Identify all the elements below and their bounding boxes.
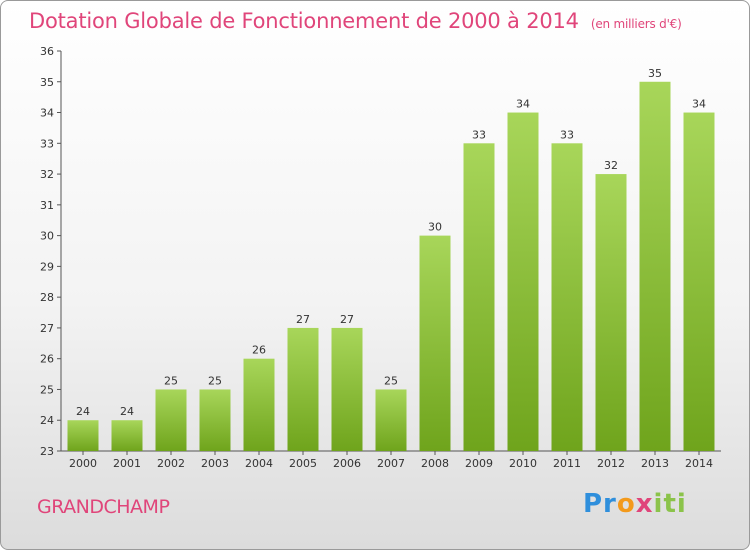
location-name: GRANDCHAMP [37,496,170,518]
x-tick-label-2007: 2007 [377,457,405,470]
data-label-2007: 25 [384,374,398,387]
y-tick-label: 31 [40,199,54,212]
data-label-2009: 33 [472,128,486,141]
data-label-2004: 26 [252,344,266,357]
x-tick-label-2006: 2006 [333,457,361,470]
chart-title-text: Dotation Globale de Fonctionnement de 20… [29,9,579,33]
data-label-2006: 27 [340,313,354,326]
bar-2014 [683,112,715,452]
data-label-2002: 25 [164,374,178,387]
bar-2010 [507,112,539,452]
y-tick-label: 26 [40,353,54,366]
axes: 23 24 25 26 27 28 29 30 31 32 33 34 35 36 2000 2001 2002… [40,45,721,470]
data-label-2001: 24 [120,405,134,418]
bar-2000 [67,420,99,451]
x-tick-label-2009: 2009 [465,457,493,470]
x-tick-label-2004: 2004 [245,457,273,470]
x-tick-label-2008: 2008 [421,457,449,470]
y-tick-label: 23 [40,445,54,458]
data-label-2003: 25 [208,374,222,387]
x-tick-label-2010: 2010 [509,457,537,470]
logo-part-1: Pr [583,489,617,519]
logo-part-4: iti [653,489,687,519]
y-tick-label: 32 [40,168,54,181]
data-label-2005: 27 [296,313,310,326]
data-label-2010: 34 [516,98,530,111]
chart-subtitle: (en milliers d'€) [590,17,682,31]
x-tick-label-2014: 2014 [685,457,713,470]
x-tick-label-2002: 2002 [157,457,185,470]
bars [67,81,715,452]
y-tick-label: 34 [40,107,54,120]
bar-2013 [639,81,671,452]
x-tick-label-2013: 2013 [641,457,669,470]
bar-2005 [287,327,319,451]
data-label-2011: 33 [560,128,574,141]
data-label-2014: 34 [692,98,706,111]
x-tick-label-2003: 2003 [201,457,229,470]
data-label-2008: 30 [428,221,442,234]
bar-2001 [111,420,143,451]
y-tick-label: 24 [40,414,54,427]
y-tick-label: 35 [40,76,54,89]
y-tick-label: 36 [40,45,54,58]
x-tick-label-2000: 2000 [69,457,97,470]
y-tick-label: 33 [40,137,54,150]
data-labels: 24 24 25 25 26 27 27 25 30 33 34 33 32 35 34 [76,67,706,418]
data-label-2012: 32 [604,159,618,172]
chart-title: Dotation Globale de Fonctionnement de 20… [29,9,682,33]
logo-part-2: o [616,489,636,519]
bar-2006 [331,327,363,451]
y-tick-label: 27 [40,322,54,335]
x-tick-label-2005: 2005 [289,457,317,470]
x-tick-label-2012: 2012 [597,457,625,470]
data-label-2000: 24 [76,405,90,418]
proxiti-logo: Proxiti [583,489,687,519]
x-tick-label-2011: 2011 [553,457,581,470]
y-tick-label: 30 [40,230,54,243]
y-tick-label: 25 [40,383,54,396]
y-tick-label: 29 [40,260,54,273]
bar-2011 [551,143,583,452]
bar-2012 [595,174,627,452]
data-label-2013: 35 [648,67,662,80]
bar-2008 [419,235,451,451]
y-tick-label: 28 [40,291,54,304]
bar-2007 [375,389,407,451]
x-tick-label-2001: 2001 [113,457,141,470]
logo-part-3: x [635,489,654,519]
bar-2009 [463,143,495,452]
bar-2003 [199,389,231,451]
bar-2004 [243,358,275,451]
bar-2002 [155,389,187,451]
